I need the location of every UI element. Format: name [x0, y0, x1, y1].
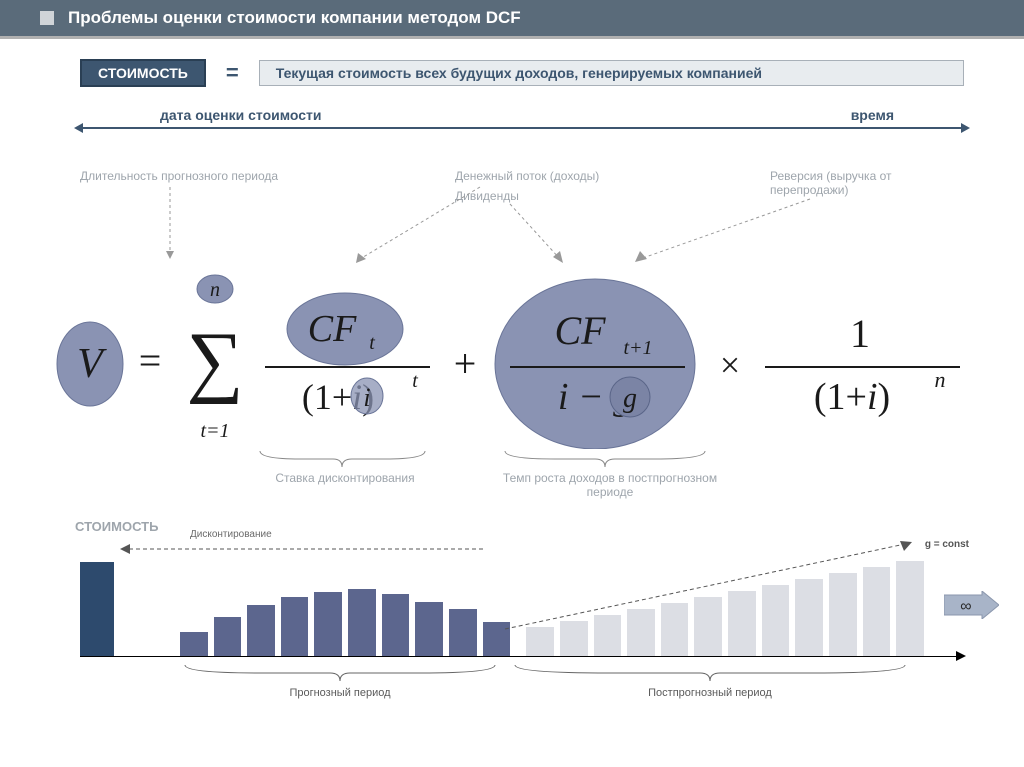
g-const-label: g = const	[925, 539, 969, 550]
infinity-symbol: ∞	[960, 598, 971, 615]
svg-text:V: V	[77, 341, 107, 387]
svg-text:=: =	[139, 338, 162, 383]
svg-text:t: t	[412, 370, 418, 392]
dcf-formula: V = n ∑ t=1 CF t (1+i) i t + CF t+1 i − …	[40, 269, 984, 449]
svg-text:+: +	[454, 341, 477, 386]
equals-sign: =	[226, 60, 239, 86]
timeline-left-label: дата оценки стоимости	[160, 107, 322, 123]
forecast-bar	[415, 602, 443, 657]
discounting-label: Дисконтирование	[190, 529, 272, 540]
definition-text: Текущая стоимость всех будущих доходов, …	[259, 60, 964, 86]
anno-discount-rate: Ставка дисконтирования	[255, 471, 435, 485]
forecast-bar	[247, 605, 275, 657]
bottom-annotations: Ставка дисконтирования Темп роста доходо…	[0, 449, 1024, 509]
header-bullet-icon	[40, 11, 54, 25]
infinity-arrow: ∞	[944, 591, 999, 619]
svg-text:n: n	[210, 279, 220, 301]
svg-text:1: 1	[850, 311, 870, 356]
growth-arrow	[500, 534, 920, 634]
forecast-period-label: Прогнозный период	[180, 687, 500, 699]
forecast-bar	[382, 594, 410, 657]
timeline: дата оценки стоимости время	[80, 99, 964, 129]
definition-row: СТОИМОСТЬ = Текущая стоимость всех будущ…	[0, 39, 1024, 95]
chart-side-label: СТОИМОСТЬ	[75, 519, 158, 534]
brace-post-formula	[500, 449, 710, 469]
brace-post-chart	[510, 663, 910, 683]
timeline-right-label: время	[851, 107, 894, 123]
x-axis	[80, 656, 959, 657]
cashflow-chart: СТОИМОСТЬ Дисконтирование g = const ∞ Пр…	[80, 509, 964, 689]
forecast-bar	[180, 632, 208, 657]
svg-text:g: g	[623, 383, 637, 414]
x-axis-arrow-icon	[956, 651, 966, 661]
brace-forecast-chart	[180, 663, 500, 683]
brace-forecast-formula	[255, 449, 430, 469]
forecast-bar	[348, 589, 376, 657]
forecast-bar	[314, 592, 342, 657]
discounting-arrow	[118, 539, 488, 559]
anno-growth-rate: Темп роста доходов в постпрогнозном пери…	[480, 471, 740, 499]
value-bar	[80, 562, 114, 657]
forecast-bar	[214, 617, 242, 657]
top-annotations: Длительность прогнозного периода Денежны…	[0, 129, 1024, 269]
formula-svg: V = n ∑ t=1 CF t (1+i) i t + CF t+1 i − …	[40, 269, 984, 449]
svg-text:n: n	[935, 367, 946, 392]
svg-text:CF: CF	[554, 308, 606, 353]
svg-text:×: ×	[720, 345, 740, 385]
slide-header: Проблемы оценки стоимости компании метод…	[0, 0, 1024, 39]
annotation-pointers	[0, 129, 1024, 269]
svg-text:i: i	[363, 383, 370, 412]
post-forecast-period-label: Постпрогнозный период	[510, 687, 910, 699]
svg-text:∑: ∑	[186, 317, 243, 405]
forecast-bar	[281, 597, 309, 657]
svg-text:t+1: t+1	[623, 337, 652, 359]
svg-text:t=1: t=1	[200, 420, 229, 442]
cost-badge: СТОИМОСТЬ	[80, 59, 206, 87]
svg-text:(1+i): (1+i)	[814, 376, 890, 418]
slide-title: Проблемы оценки стоимости компании метод…	[68, 8, 521, 28]
svg-text:t: t	[369, 332, 375, 354]
forecast-bar	[449, 609, 477, 657]
svg-text:CF: CF	[308, 308, 357, 350]
